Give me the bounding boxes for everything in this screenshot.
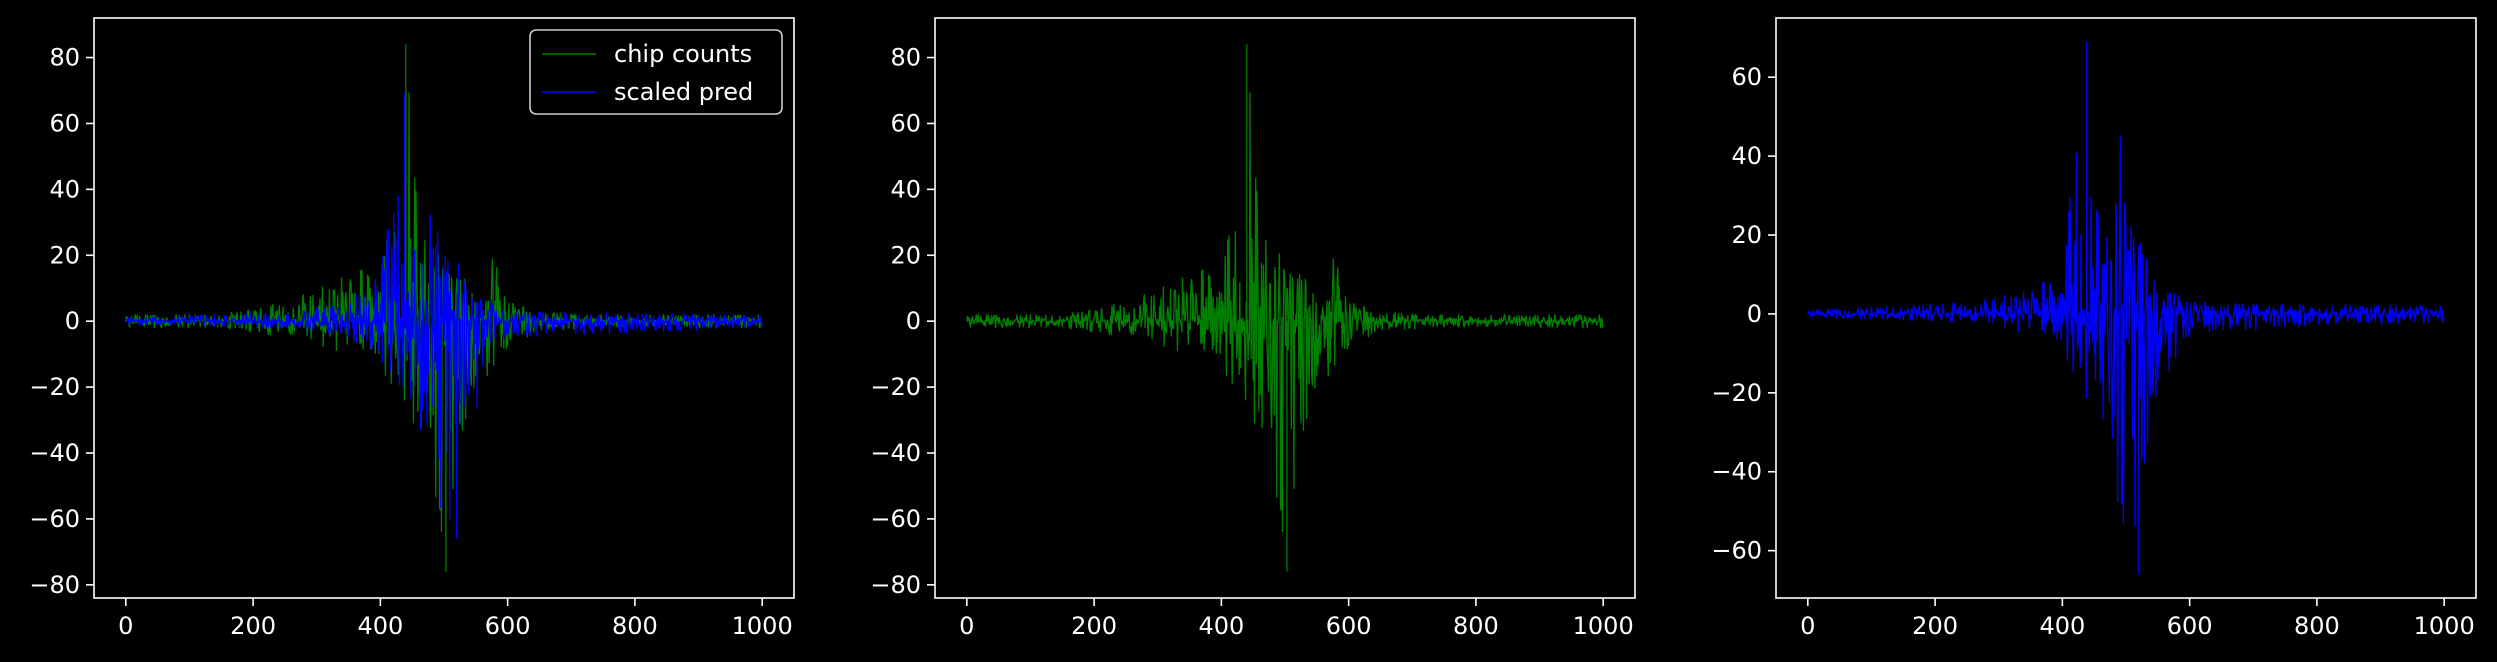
y-tick-label: 40 [49, 175, 80, 203]
y-tick-label: 60 [890, 109, 921, 137]
y-tick-label: −40 [1711, 458, 1762, 486]
y-tick-label: 0 [906, 307, 921, 335]
axes-2: 0 200 400 600 800 1000 −80 −60 −40 −20 0 20 40 60 80 [870, 17, 1636, 640]
legend: chip counts scaled pred [529, 29, 783, 115]
axes-3: 0 200 400 600 800 1000 −60 −40 −20 0 20 40 60 [1711, 17, 2477, 640]
y-tick-label: 20 [49, 241, 80, 269]
x-tick-label: 0 [118, 612, 133, 640]
y-tick-label: 20 [1731, 221, 1762, 249]
y-tick-label: 40 [1731, 142, 1762, 170]
x-tick-label: 0 [1800, 612, 1815, 640]
y-tick-label: 40 [890, 175, 921, 203]
y-tick-label: −80 [870, 571, 921, 599]
plot-area [125, 44, 763, 572]
y-tick-label: 60 [49, 109, 80, 137]
y-tick-label: −80 [29, 571, 80, 599]
axes-frame [93, 17, 795, 599]
plot-area [1807, 41, 2445, 575]
y-tick-label: 0 [1747, 300, 1762, 328]
y-tick-label: −60 [870, 505, 921, 533]
x-tick-label: 0 [959, 612, 974, 640]
x-tick-label: 600 [2167, 612, 2213, 640]
legend-frame [529, 29, 783, 115]
x-tick-label: 400 [2039, 612, 2085, 640]
y-tick-label: −20 [870, 373, 921, 401]
y-tick-label: −40 [29, 439, 80, 467]
series-line-scaled-pred [125, 194, 763, 521]
x-tick-label: 200 [230, 612, 276, 640]
x-tick-label: 200 [1071, 612, 1117, 640]
x-tick-label: 800 [1453, 612, 1499, 640]
x-tick-label: 1000 [732, 612, 793, 640]
x-tick-label: 400 [357, 612, 403, 640]
x-tick-label: 600 [1326, 612, 1372, 640]
axes-frame [934, 17, 1636, 599]
x-tick-label: 400 [1198, 612, 1244, 640]
y-tick-label: −20 [29, 373, 80, 401]
y-tick-label: −20 [1711, 379, 1762, 407]
y-tick-label: 60 [1731, 63, 1762, 91]
plot-area [966, 44, 1604, 572]
x-tick-label: 1000 [2414, 612, 2475, 640]
series-line-unnamed-0 [1807, 136, 2445, 527]
y-tick-label: 20 [890, 241, 921, 269]
y-tick-label: 80 [49, 44, 80, 72]
x-tick-label: 600 [485, 612, 531, 640]
legend-label: chip counts [614, 40, 752, 68]
y-tick-label: 0 [65, 307, 80, 335]
axes-frame [1775, 17, 2477, 599]
x-tick-label: 800 [2294, 612, 2340, 640]
x-tick-label: 200 [1912, 612, 1958, 640]
x-tick-label: 1000 [1573, 612, 1634, 640]
axes-1: 0 200 400 600 800 1000 −80 −60 −40 −20 0 20 40 60 80 ch… [29, 17, 795, 640]
y-tick-label: −40 [870, 439, 921, 467]
x-tick-label: 800 [612, 612, 658, 640]
legend-label: scaled pred [614, 78, 753, 106]
y-tick-label: 80 [890, 44, 921, 72]
y-tick-label: −60 [29, 505, 80, 533]
y-tick-label: −60 [1711, 537, 1762, 565]
series-line-unnamed-0 [966, 92, 1604, 533]
